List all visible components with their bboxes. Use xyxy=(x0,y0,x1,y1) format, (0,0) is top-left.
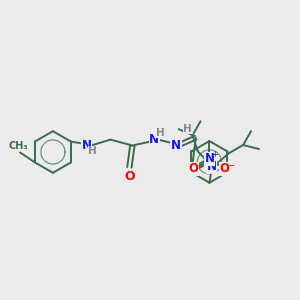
Text: N: N xyxy=(206,160,216,173)
Text: H: H xyxy=(156,128,164,138)
Text: +: + xyxy=(211,151,218,160)
Text: O: O xyxy=(124,170,135,183)
Text: N: N xyxy=(149,133,159,146)
Text: O: O xyxy=(189,162,199,175)
Text: CH₃: CH₃ xyxy=(8,140,28,151)
Text: O⁻: O⁻ xyxy=(219,162,236,175)
Text: N: N xyxy=(171,139,181,152)
Text: N: N xyxy=(82,139,92,152)
Text: N: N xyxy=(204,152,214,165)
Text: H: H xyxy=(184,124,192,134)
Text: H: H xyxy=(88,146,97,157)
